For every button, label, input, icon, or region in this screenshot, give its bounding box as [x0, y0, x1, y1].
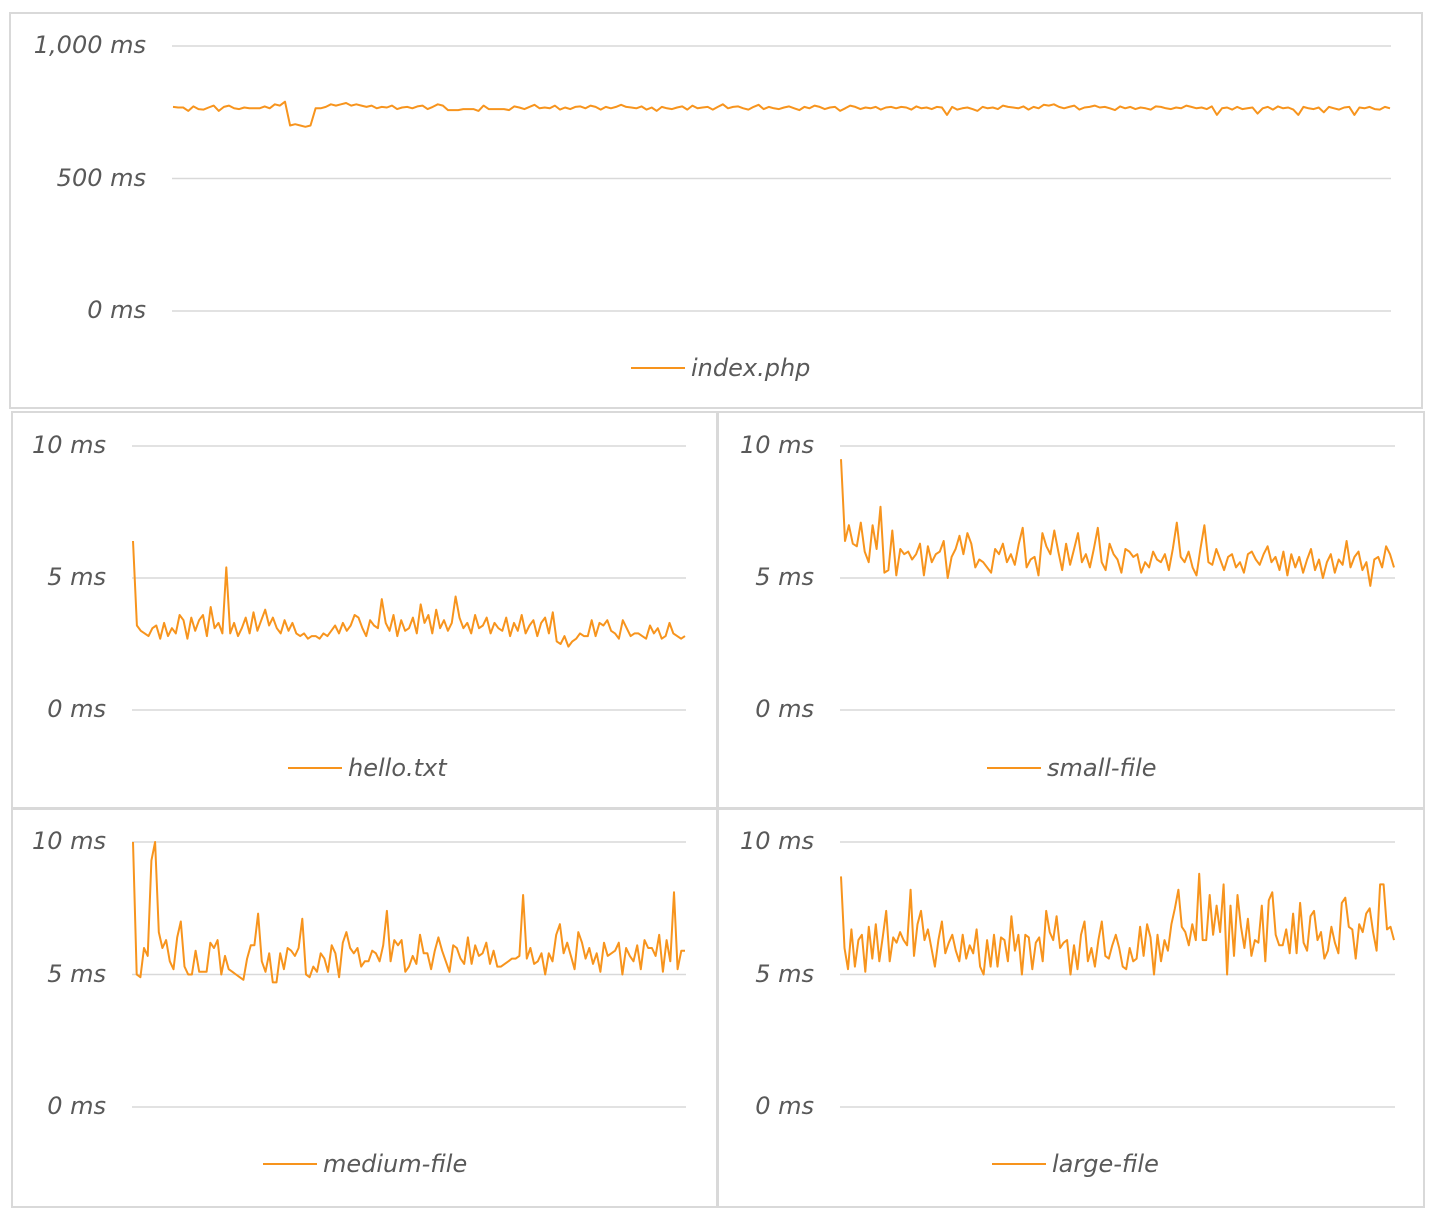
legend-line-swatch-icon [987, 767, 1041, 769]
y-tick-label-mid: 5 ms [47, 563, 106, 591]
line-plot [840, 445, 1395, 711]
chart-panel-index-php: 1,000 ms 500 ms 0 ms index.php [9, 12, 1423, 409]
chart-panel-large-file: 10 ms 5 ms 0 ms large-file [717, 808, 1425, 1208]
legend-line-swatch-icon [288, 767, 342, 769]
data-series-line [840, 459, 1395, 587]
legend-line-swatch-icon [631, 367, 685, 369]
legend: index.php [631, 354, 810, 382]
legend-label: small-file [1047, 754, 1157, 782]
legend-line-swatch-icon [263, 1163, 317, 1165]
y-tick-label-top: 10 ms [31, 431, 106, 459]
line-plot [132, 841, 686, 1108]
legend: hello.txt [288, 754, 447, 782]
y-tick-label-bottom: 0 ms [755, 695, 814, 723]
y-tick-label-mid: 5 ms [47, 959, 106, 988]
chart-panel-medium-file: 10 ms 5 ms 0 ms medium-file [11, 808, 718, 1208]
data-series-line [132, 841, 685, 984]
legend: medium-file [263, 1150, 467, 1178]
data-series-line [132, 540, 686, 648]
y-tick-label-bottom: 0 ms [755, 1092, 814, 1120]
line-plot [172, 45, 1391, 312]
y-tick-label-top: 1,000 ms [33, 31, 146, 59]
data-series-line [172, 100, 1391, 128]
y-tick-label-mid: 500 ms [56, 163, 146, 192]
y-tick-label-top: 10 ms [31, 827, 106, 855]
y-tick-label-mid: 5 ms [755, 563, 814, 591]
legend-label: medium-file [323, 1150, 468, 1178]
y-tick-label-top: 10 ms [739, 827, 814, 855]
legend: small-file [987, 754, 1157, 782]
legend-label: index.php [691, 354, 811, 382]
y-tick-label-mid: 5 ms [755, 959, 814, 988]
chart-panel-small-file: 10 ms 5 ms 0 ms small-file [717, 411, 1425, 809]
y-tick-label-bottom: 0 ms [47, 1092, 106, 1120]
legend-label: hello.txt [348, 754, 447, 782]
y-tick-label-bottom: 0 ms [47, 695, 106, 723]
legend-label: large-file [1052, 1150, 1159, 1178]
y-tick-label-bottom: 0 ms [87, 296, 146, 324]
line-plot [840, 841, 1395, 1108]
legend-line-swatch-icon [992, 1163, 1046, 1165]
legend: large-file [992, 1150, 1159, 1178]
chart-panel-hello-txt: 10 ms 5 ms 0 ms hello.txt [11, 411, 718, 809]
data-series-line [840, 872, 1395, 976]
line-plot [132, 445, 686, 711]
y-tick-label-top: 10 ms [739, 431, 814, 459]
